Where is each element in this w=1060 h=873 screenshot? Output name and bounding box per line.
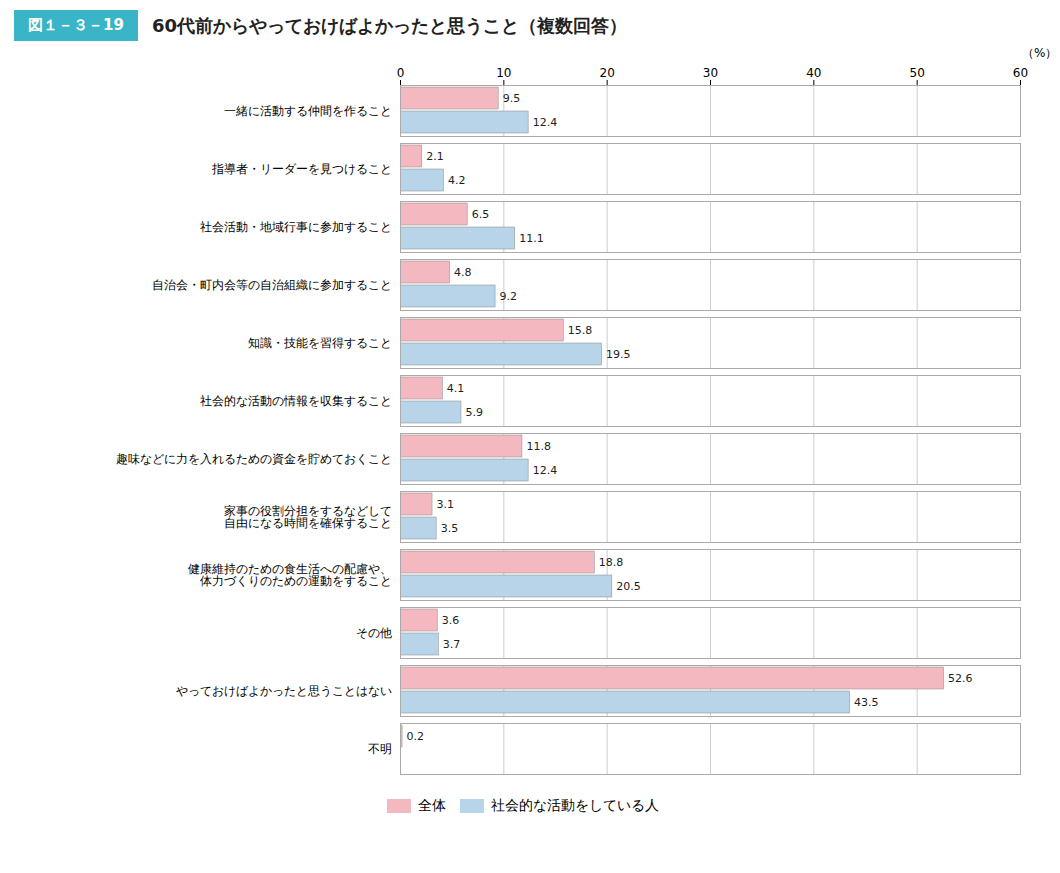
svg-text:不明: 不明 xyxy=(368,742,392,756)
svg-text:（%）: （%） xyxy=(1022,46,1057,60)
svg-text:趣味などに力を入れるための資金を貯めておくこと: 趣味などに力を入れるための資金を貯めておくこと xyxy=(116,452,392,466)
svg-text:60: 60 xyxy=(1013,66,1028,80)
svg-text:43.5: 43.5 xyxy=(854,696,879,709)
svg-text:その他: その他 xyxy=(356,626,392,640)
svg-text:知識・技能を習得すること: 知識・技能を習得すること xyxy=(248,336,392,350)
svg-text:10: 10 xyxy=(496,66,511,80)
svg-text:15.8: 15.8 xyxy=(568,324,593,337)
svg-text:9.2: 9.2 xyxy=(500,290,517,303)
svg-text:19.5: 19.5 xyxy=(606,348,631,361)
html-text:社会的な活動をしている人: 社会的な活動をしている人 xyxy=(491,796,659,813)
svg-text:18.8: 18.8 xyxy=(599,556,624,569)
svg-text:12.4: 12.4 xyxy=(533,464,558,477)
svg-text:11.8: 11.8 xyxy=(526,440,551,453)
svg-text:自治会・町内会等の自治組織に参加すること: 自治会・町内会等の自治組織に参加すること xyxy=(152,278,392,292)
svg-text:40: 40 xyxy=(806,66,821,80)
svg-text:12.4: 12.4 xyxy=(533,116,558,129)
svg-text:3.5: 3.5 xyxy=(441,522,459,535)
svg-text:11.1: 11.1 xyxy=(519,232,544,245)
svg-text:4.1: 4.1 xyxy=(447,382,465,395)
svg-text:家事の役割分担をするなどして自由になる時間を確保すること: 家事の役割分担をするなどして自由になる時間を確保すること xyxy=(224,504,392,530)
svg-text:3.7: 3.7 xyxy=(443,638,461,651)
svg-text:3.1: 3.1 xyxy=(437,498,455,511)
svg-text:50: 50 xyxy=(910,66,925,80)
svg-text:健康維持のための食生活への配慮や、体力づくりのための運動をす: 健康維持のための食生活への配慮や、体力づくりのための運動をすること xyxy=(188,562,392,588)
svg-text:52.6: 52.6 xyxy=(948,672,973,685)
svg-text:0.2: 0.2 xyxy=(407,730,425,743)
svg-text:5.9: 5.9 xyxy=(465,406,483,419)
svg-text:0: 0 xyxy=(397,66,405,80)
svg-text:30: 30 xyxy=(703,66,718,80)
svg-text:6.5: 6.5 xyxy=(472,208,490,221)
svg-text:やっておけばよかったと思うことはない: やっておけばよかったと思うことはない xyxy=(176,684,392,698)
html-text:全体: 全体 xyxy=(418,796,446,813)
svg-text:指導者・リーダーを見つけること: 指導者・リーダーを見つけること xyxy=(211,162,392,176)
svg-text:社会活動・地域行事に参加すること: 社会活動・地域行事に参加すること xyxy=(200,220,392,234)
html-text:図１－３－19: 図１－３－19 xyxy=(28,16,124,34)
svg-text:一緒に活動する仲間を作ること: 一緒に活動する仲間を作ること xyxy=(224,104,392,118)
svg-text:9.5: 9.5 xyxy=(503,92,520,105)
svg-text:2.1: 2.1 xyxy=(426,150,444,163)
svg-text:3.6: 3.6 xyxy=(442,614,460,627)
svg-text:4.2: 4.2 xyxy=(448,174,466,187)
svg-text:20.5: 20.5 xyxy=(616,580,641,593)
html-text:60代前からやっておけばよかったと思うこと（複数回答）: 60代前からやっておけばよかったと思うこと（複数回答） xyxy=(151,14,627,36)
svg-text:20: 20 xyxy=(600,66,615,80)
svg-text:4.8: 4.8 xyxy=(454,266,472,279)
svg-text:社会的な活動の情報を収集すること: 社会的な活動の情報を収集すること xyxy=(200,394,392,408)
